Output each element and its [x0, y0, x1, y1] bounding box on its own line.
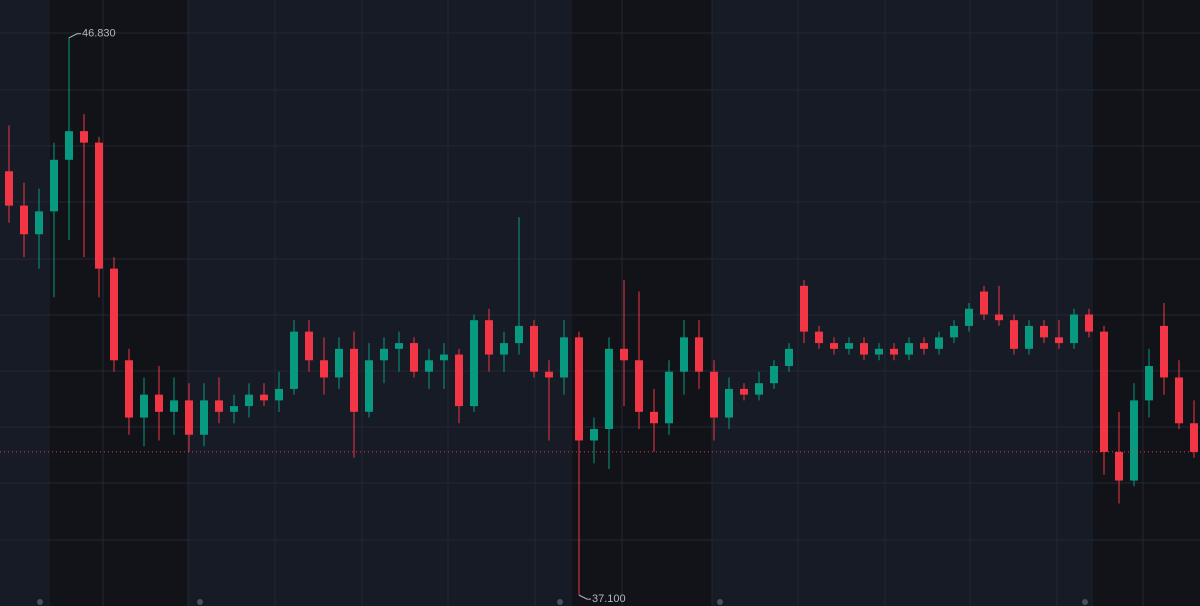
candle-body — [5, 171, 13, 206]
candle-body — [725, 388, 733, 418]
candle-body — [575, 337, 583, 441]
candle-body — [275, 388, 283, 401]
candle-body — [650, 411, 658, 424]
candle-body — [695, 337, 703, 372]
candle-body — [410, 343, 418, 372]
candle-body — [470, 320, 478, 407]
candle-body — [935, 337, 943, 349]
candle-body — [155, 394, 163, 412]
annotation-leader — [578, 594, 591, 600]
candle-body — [785, 348, 793, 367]
session-icon — [197, 599, 203, 605]
candle-body — [845, 343, 853, 349]
candle-body — [515, 325, 523, 344]
candle-body — [995, 314, 1003, 321]
candle-body — [1010, 320, 1018, 349]
candle-body — [125, 360, 133, 418]
candle-body — [200, 400, 208, 435]
candle-body — [395, 343, 403, 349]
candle-body — [620, 348, 628, 361]
candle-body — [1040, 325, 1048, 338]
candle-body — [110, 268, 118, 361]
candle-body — [365, 360, 373, 412]
session-icon — [557, 599, 563, 605]
candle-body — [485, 320, 493, 355]
candle-body — [1145, 366, 1153, 401]
candle-body — [380, 348, 388, 361]
candle-body — [20, 205, 28, 235]
candle-body — [860, 343, 868, 355]
candle-body — [770, 366, 778, 384]
candle-body — [50, 159, 58, 212]
candle-body — [1115, 451, 1123, 481]
candle-body — [1025, 325, 1033, 349]
annotation-leader — [68, 33, 81, 39]
session-icons — [37, 599, 1088, 605]
candle-body — [755, 383, 763, 395]
candle-body — [35, 211, 43, 235]
candle-body — [680, 337, 688, 372]
candle-body — [245, 394, 253, 407]
candle-body — [1175, 377, 1183, 424]
session-icon — [37, 599, 43, 605]
candle-body — [320, 360, 328, 378]
candle-body — [740, 388, 748, 395]
candle-body — [590, 429, 598, 441]
session-shade — [1093, 0, 1200, 606]
annotation-label: 37.100 — [592, 593, 626, 605]
candle-body — [350, 348, 358, 412]
candle-body — [455, 354, 463, 407]
candle-body — [1100, 331, 1108, 452]
candle-body — [890, 348, 898, 355]
candle-body — [80, 131, 88, 143]
candle-body — [665, 371, 673, 424]
candle-body — [920, 343, 928, 349]
candle-body — [1130, 400, 1138, 481]
candle-body — [425, 360, 433, 372]
candle-body — [1085, 314, 1093, 332]
candle-body — [905, 343, 913, 355]
candle-body — [1190, 423, 1198, 452]
candle-body — [65, 131, 73, 160]
candle-body — [1160, 325, 1168, 378]
candle-body — [530, 325, 538, 372]
candle-body — [140, 394, 148, 418]
candle-body — [335, 348, 343, 378]
candle-body — [170, 400, 178, 412]
candle-body — [290, 331, 298, 389]
candle-body — [830, 343, 838, 349]
annotation-label: 46.830 — [82, 28, 116, 40]
session-icon — [1082, 599, 1088, 605]
candle-body — [875, 348, 883, 355]
candle-body — [1055, 337, 1063, 344]
candle-body — [500, 343, 508, 355]
candle-body — [545, 371, 553, 378]
candle-body — [560, 337, 568, 378]
candle-body — [965, 308, 973, 326]
candle-body — [710, 371, 718, 418]
candle-body — [95, 142, 103, 269]
candle-body — [1070, 314, 1078, 344]
candle-body — [605, 348, 613, 430]
candle-body — [440, 354, 448, 361]
candle-body — [950, 325, 958, 338]
candle-body — [305, 331, 313, 361]
session-icon — [717, 599, 723, 605]
candle-body — [185, 400, 193, 435]
candle-body — [260, 394, 268, 401]
candle-body — [800, 285, 808, 332]
session-shade — [50, 0, 188, 606]
candle-body — [980, 291, 988, 315]
session-shade — [572, 0, 712, 606]
candle-body — [635, 360, 643, 412]
candle-body — [230, 406, 238, 412]
candle-body — [815, 331, 823, 344]
candle-body — [215, 400, 223, 412]
